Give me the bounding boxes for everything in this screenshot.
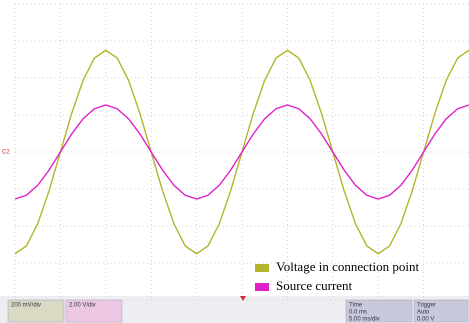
- status-text: Time: [349, 303, 363, 309]
- status-text: Auto: [417, 310, 430, 316]
- legend-swatch: [255, 283, 269, 291]
- status-text: 0.00 V: [417, 317, 434, 323]
- status-text: 2.00 V/div: [69, 303, 96, 309]
- background: [0, 0, 469, 323]
- channel-marker: C2: [2, 150, 10, 156]
- status-text: 200 mV/div: [11, 303, 41, 309]
- status-text: Trigger: [417, 303, 436, 309]
- legend-label: Voltage in connection point: [276, 259, 419, 274]
- oscilloscope-chart: C2 Voltage in connection point Source cur…: [0, 0, 469, 323]
- status-text: 5.00 ms/div: [349, 317, 380, 323]
- legend-swatch: [255, 264, 269, 272]
- status-text: 0.0 ms: [349, 310, 367, 316]
- legend-label: Source current: [276, 278, 353, 293]
